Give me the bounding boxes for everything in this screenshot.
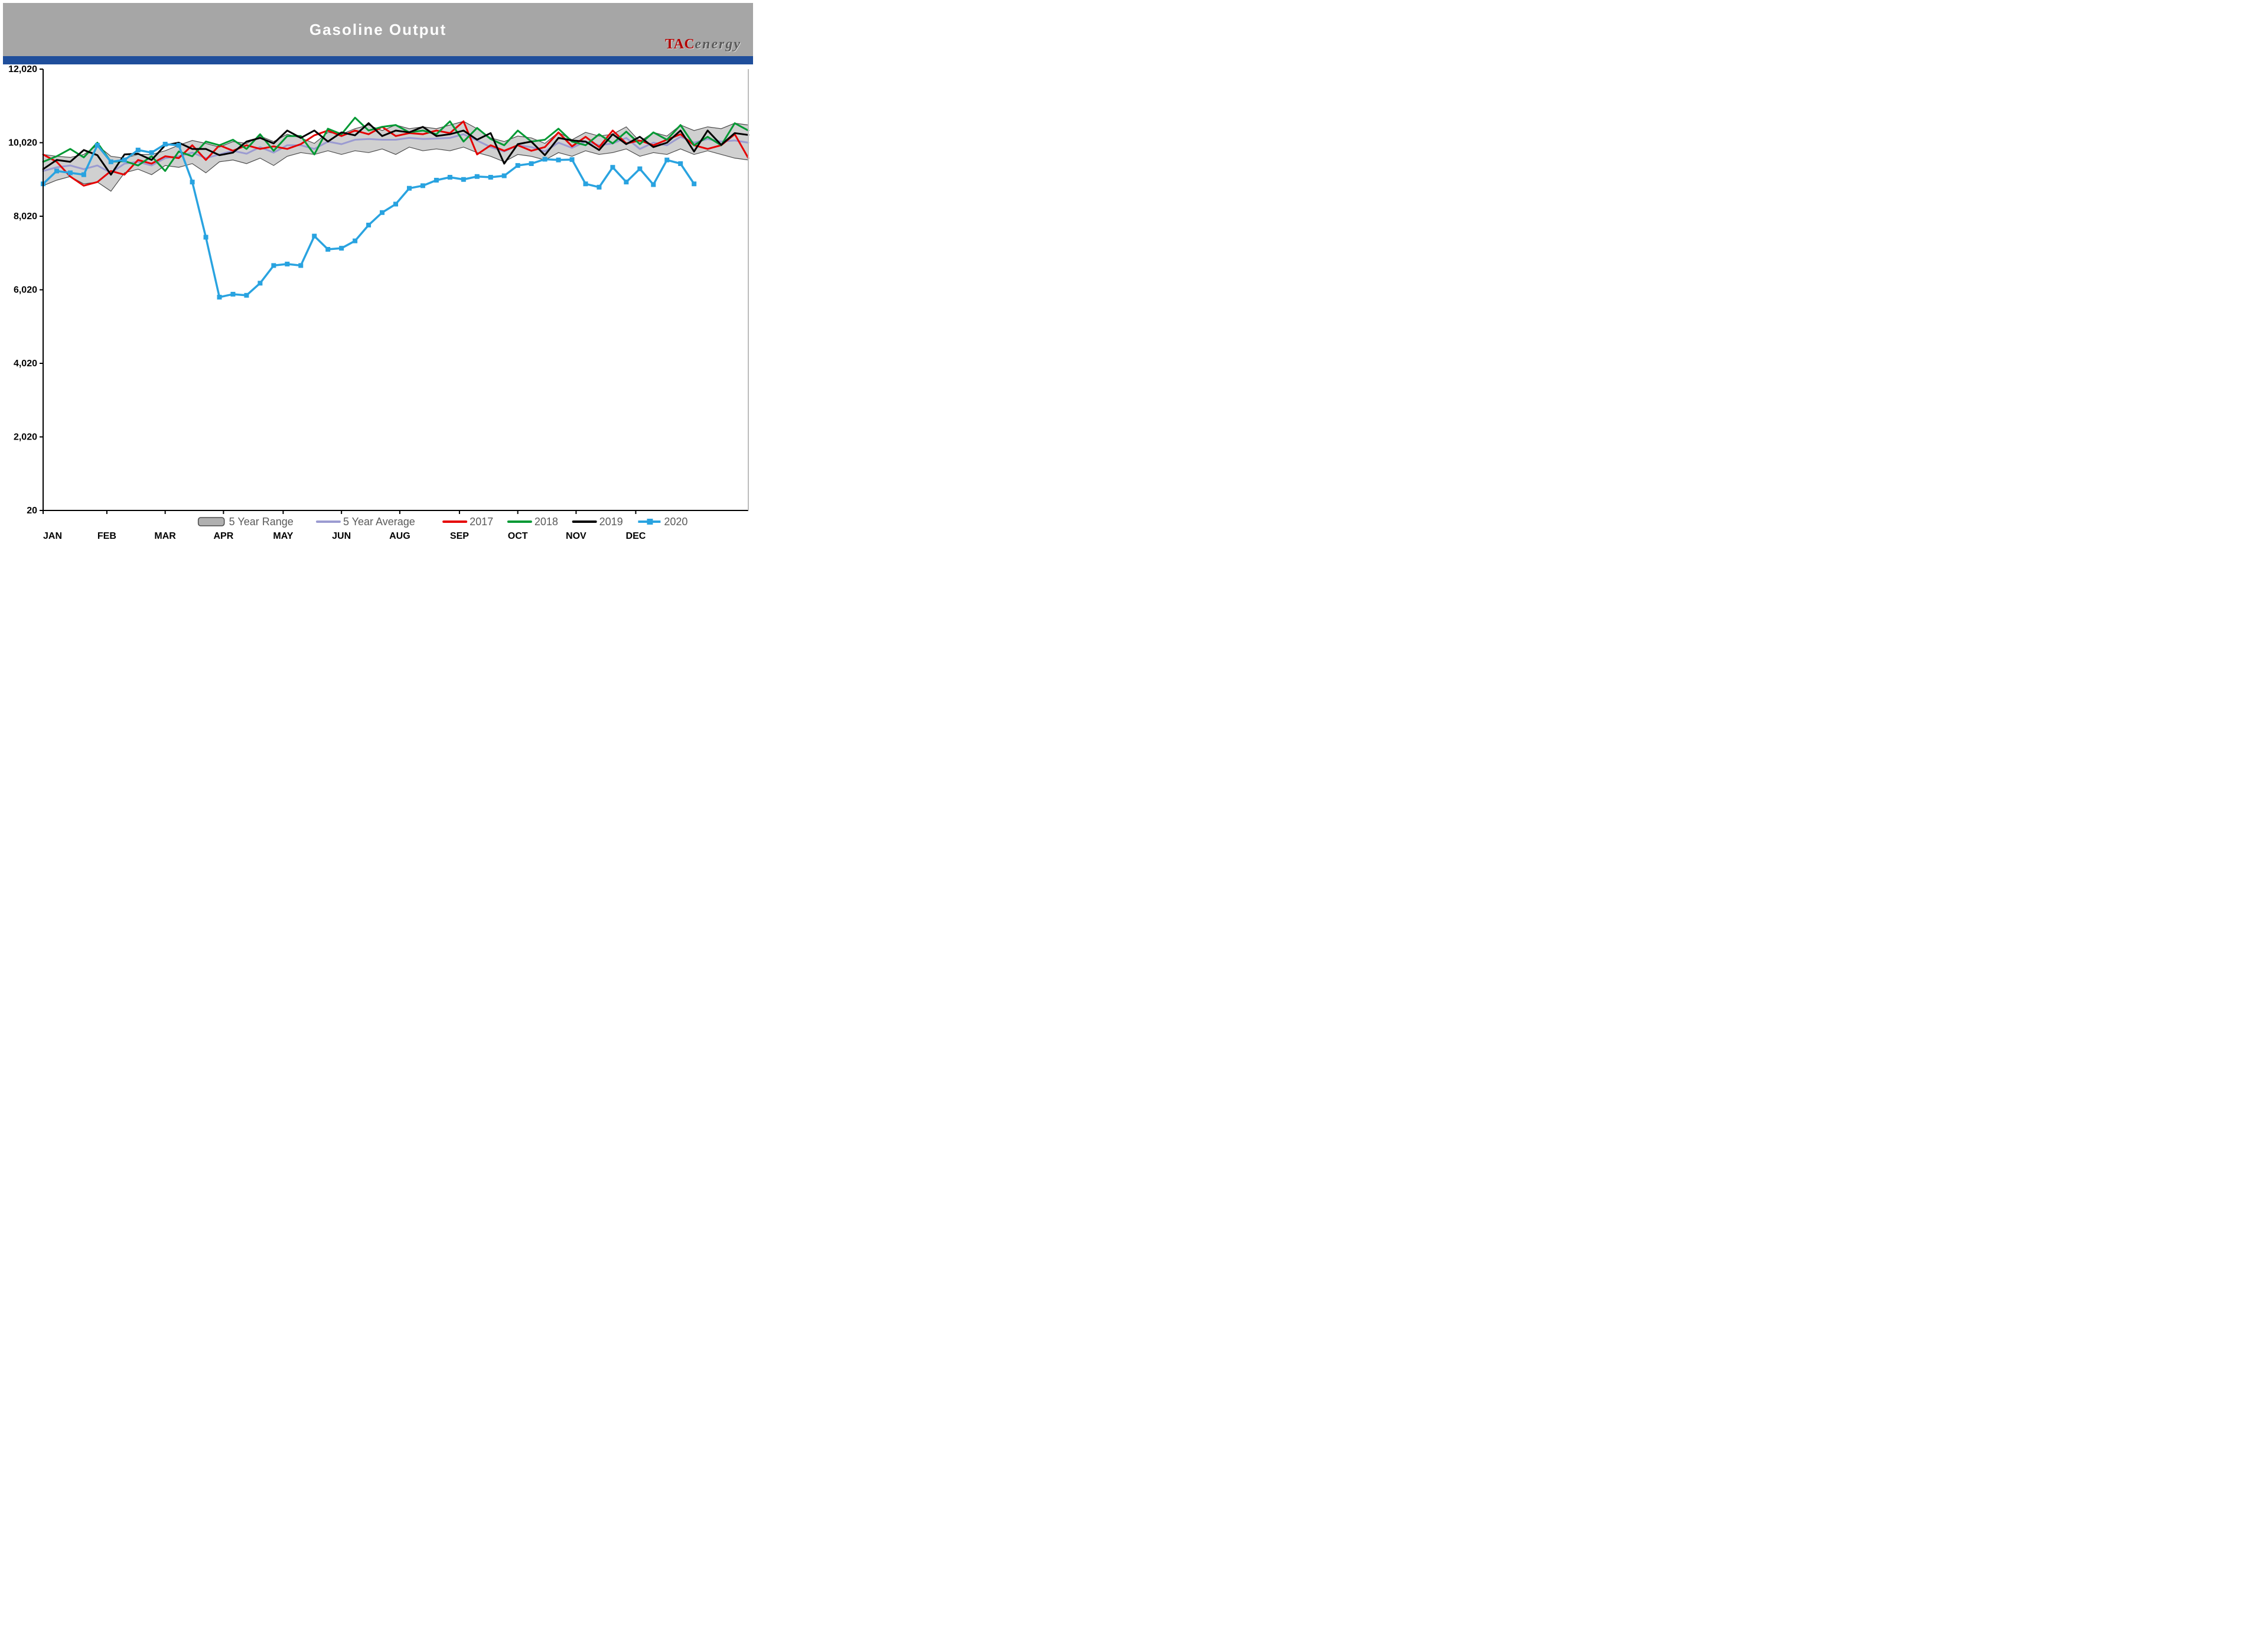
svg-text:8,020: 8,020 xyxy=(14,212,37,222)
svg-text:6,020: 6,020 xyxy=(14,285,37,295)
svg-text:4,020: 4,020 xyxy=(14,359,37,369)
svg-text:10,020: 10,020 xyxy=(8,138,37,148)
blue-strip xyxy=(3,56,753,64)
svg-text:5 Year Range: 5 Year Range xyxy=(229,516,294,528)
svg-text:FEB: FEB xyxy=(97,531,116,541)
svg-text:2,020: 2,020 xyxy=(14,432,37,443)
svg-text:APR: APR xyxy=(213,531,233,541)
brand-logo: TACenergy xyxy=(665,37,741,53)
svg-text:JUN: JUN xyxy=(332,531,351,541)
svg-text:JAN: JAN xyxy=(43,531,62,541)
title-bar: Gasoline Output TACenergy xyxy=(3,3,753,56)
svg-text:2019: 2019 xyxy=(599,516,623,528)
svg-text:MAR: MAR xyxy=(154,531,176,541)
brand-tac: TAC xyxy=(665,37,695,52)
svg-text:2020: 2020 xyxy=(664,516,687,528)
svg-text:NOV: NOV xyxy=(566,531,586,541)
svg-text:SEP: SEP xyxy=(450,531,469,541)
svg-text:20: 20 xyxy=(27,506,37,516)
svg-text:12,020: 12,020 xyxy=(8,64,37,74)
page: Gasoline Output TACenergy 20 2,020 4,020 6,… xyxy=(0,0,756,548)
chart-title: Gasoline Output xyxy=(309,21,447,39)
svg-text:2018: 2018 xyxy=(535,516,558,528)
svg-text:MAY: MAY xyxy=(273,531,293,541)
svg-text:DEC: DEC xyxy=(626,531,646,541)
chart-area: 20 2,020 4,020 6,020 8,020 10,020 12,020 JAN FEB… xyxy=(3,64,753,545)
brand-rest: energy xyxy=(695,37,741,52)
svg-text:OCT: OCT xyxy=(508,531,528,541)
svg-text:2017: 2017 xyxy=(470,516,493,528)
svg-text:AUG: AUG xyxy=(389,531,410,541)
chart-svg: 20 2,020 4,020 6,020 8,020 10,020 12,020 JAN FEB… xyxy=(3,64,753,545)
svg-text:5 Year Average: 5 Year Average xyxy=(343,516,415,528)
